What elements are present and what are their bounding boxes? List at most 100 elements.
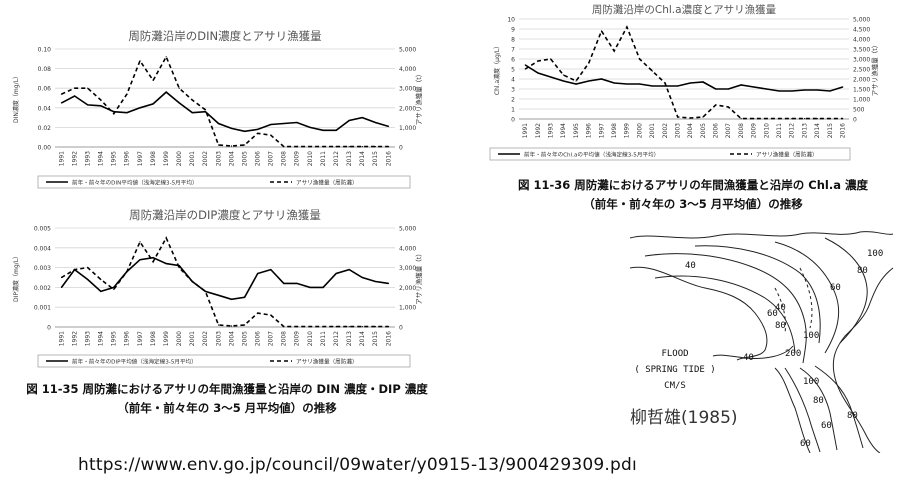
data-point [335, 272, 337, 275]
x-tick: 2013 [801, 123, 808, 138]
data-point [178, 87, 180, 89]
data-point [727, 88, 729, 90]
data-point [842, 118, 844, 120]
data-point [74, 95, 76, 97]
x-tick: 2005 [700, 123, 707, 138]
y-tick-left: 0.002 [34, 285, 51, 292]
data-point [335, 146, 337, 148]
data-point [348, 146, 350, 148]
x-tick: 1991 [58, 331, 65, 346]
data-point [374, 326, 376, 328]
data-point [829, 90, 831, 92]
x-tick: 2002 [662, 123, 669, 138]
source-url[interactable]: https://www.env.go.jp/council/09water/y0… [78, 455, 637, 475]
data-point [613, 82, 615, 84]
x-tick: 2015 [827, 123, 834, 138]
data-point [651, 70, 653, 72]
y-tick-left: 10 [507, 17, 515, 24]
x-tick: 2010 [763, 123, 770, 138]
data-point [753, 118, 755, 120]
data-point [562, 80, 564, 82]
data-point [87, 267, 89, 269]
data-point [322, 286, 324, 288]
y-tick-right: 1,000 [399, 125, 416, 132]
data-point [139, 60, 141, 62]
contour-label: 100 [803, 331, 819, 341]
data-point [60, 286, 63, 288]
x-tick: 2008 [281, 331, 288, 346]
x-tick: 2003 [215, 331, 222, 346]
data-point [126, 112, 128, 114]
y-tick-left: 0.06 [38, 86, 52, 93]
y-tick-right: 5,000 [399, 47, 416, 54]
data-point [191, 112, 193, 114]
legend-label-catch: アサリ漁獲量（周防灘） [296, 179, 358, 187]
chla-chart: 周防灘沿岸のChl.a濃度とアサリ漁獲量 0 1 2 3 4 5 6 7 8 9 10 0 500 1,00… [485, 0, 900, 165]
data-point [113, 113, 115, 115]
data-point [778, 118, 780, 120]
legend-label-concentration: 前年・前々年のDIP平均値（浅海定線3-5月平均） [72, 358, 197, 366]
data-point [575, 80, 577, 82]
y-tick-right: 4,500 [853, 27, 870, 34]
data-point [374, 280, 376, 283]
data-point [257, 128, 259, 130]
data-point [60, 276, 63, 279]
x-tick: 2003 [674, 123, 681, 138]
x-tick: 2005 [241, 331, 248, 346]
x-tick: 1994 [560, 123, 567, 138]
data-point [550, 76, 552, 78]
x-tick: 2006 [254, 151, 261, 166]
data-point [139, 259, 141, 261]
y-tick-right: 2,500 [853, 67, 870, 74]
data-point [113, 288, 115, 290]
contour-label: 80 [857, 266, 868, 276]
contour-label: 100 [803, 377, 819, 387]
current-line [799, 267, 813, 329]
data-point [715, 88, 717, 90]
caption-line-2: （前年・前々年の 3～5 月平均値）の推移 [117, 401, 337, 415]
contour-label: 200 [785, 349, 801, 359]
coastline [832, 267, 894, 454]
x-tick: 1991 [522, 123, 529, 138]
current-line [694, 245, 821, 344]
data-point [613, 50, 615, 52]
data-point [387, 282, 390, 284]
y-tick-left: 6 [511, 57, 515, 64]
x-tick: 2014 [814, 123, 821, 138]
data-point [100, 290, 102, 292]
y-tick-left: 0.005 [34, 226, 51, 233]
x-tick: 2007 [268, 331, 275, 346]
contour-label: 100 [867, 249, 883, 259]
current-line [774, 241, 840, 354]
y-tick-right: 4,000 [399, 66, 416, 73]
data-point [387, 125, 390, 127]
x-tick: 2001 [649, 123, 656, 138]
data-point [689, 117, 691, 119]
data-point [600, 78, 603, 80]
data-point [740, 84, 742, 86]
data-point [296, 282, 298, 284]
data-point [60, 102, 63, 104]
data-point [283, 146, 285, 148]
y-tick-left: 7 [511, 47, 515, 54]
data-point [715, 104, 717, 106]
data-point [74, 269, 76, 271]
contour-label: 80 [775, 321, 786, 331]
x-tick: 2000 [636, 123, 643, 138]
data-point [804, 118, 806, 120]
y-tick-left: 0.00 [38, 145, 52, 152]
data-point [374, 121, 376, 124]
x-tick: 1996 [586, 123, 593, 138]
data-point [165, 91, 167, 93]
y-tick-left: 9 [511, 27, 515, 34]
x-tick: 1997 [137, 331, 144, 346]
x-tick: 1998 [150, 331, 157, 346]
x-tick: 2002 [202, 331, 209, 346]
dip-chart: 周防灘沿岸のDIP濃度とアサリ漁獲量 0 0.001 0.002 0.003 0.004 0… [0, 193, 450, 373]
x-tick: 2000 [176, 331, 183, 346]
data-point [191, 280, 193, 283]
y-tick-right: 0 [399, 325, 403, 332]
y-tick-right: 0 [853, 117, 857, 124]
x-tick: 2008 [281, 151, 288, 166]
data-point [257, 272, 259, 275]
